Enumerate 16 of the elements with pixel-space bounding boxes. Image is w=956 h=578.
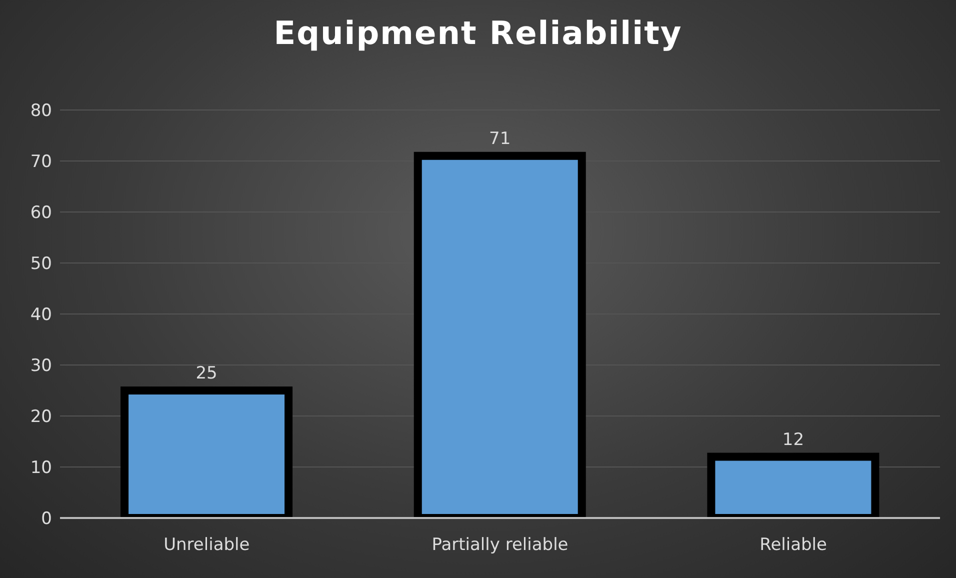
x-tick-label: Unreliable (164, 535, 250, 556)
y-tick-label: 40 (30, 305, 52, 326)
y-tick-label: 30 (30, 356, 52, 376)
x-tick-label: Partially reliable (432, 535, 568, 556)
y-tick-label: 80 (30, 101, 52, 122)
y-tick-label: 60 (30, 203, 52, 224)
data-label: 25 (196, 364, 218, 384)
chart-title: Equipment Reliability (272, 14, 684, 52)
x-tick-label: Reliable (760, 535, 828, 556)
y-tick-label: 0 (41, 509, 52, 530)
y-tick-label: 10 (30, 458, 52, 478)
data-label: 71 (489, 128, 511, 149)
y-tick-label: 70 (30, 152, 52, 172)
y-tick-label: 50 (30, 254, 52, 274)
y-tick-label: 20 (30, 407, 52, 428)
data-label: 12 (782, 430, 804, 450)
